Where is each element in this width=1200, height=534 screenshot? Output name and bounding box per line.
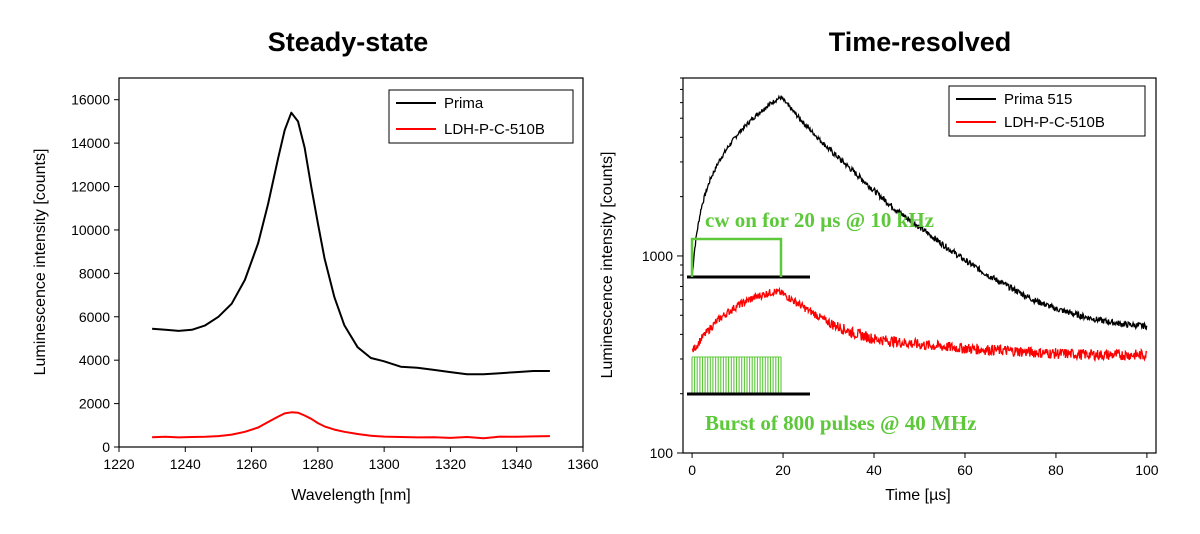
plot-area bbox=[152, 111, 550, 440]
legend: Prima 515 LDH-P-C-510B bbox=[948, 85, 1146, 137]
x-tick-label: 20 bbox=[775, 462, 791, 478]
y-axis-label: Luminescence intensity [counts] bbox=[599, 152, 616, 379]
series-line-ldh bbox=[691, 286, 1148, 363]
y-tick-label: 16000 bbox=[71, 92, 110, 108]
x-tick-label: 1360 bbox=[567, 456, 598, 472]
chart-steady-state: Steady-state 1220 1240 1260 1280 1300 1320 134… bbox=[32, 27, 599, 504]
x-tick-label: 1340 bbox=[501, 456, 532, 472]
x-tick-label: 1320 bbox=[435, 456, 466, 472]
y-tick-label: 0 bbox=[102, 439, 110, 455]
legend-label-ldh: LDH-P-C-510B bbox=[444, 121, 545, 138]
series-line-ldh bbox=[152, 411, 550, 440]
plot-frame bbox=[682, 77, 1157, 454]
series-line-prima-515 bbox=[691, 94, 1148, 331]
x-tick-label: 60 bbox=[957, 462, 973, 478]
y-tick-label: 8000 bbox=[79, 265, 110, 281]
chart-time-resolved: Time-resolved 0 20 40 60 80 100 100 1000 cw on … bbox=[599, 27, 1159, 504]
x-tick-label: 1280 bbox=[302, 456, 333, 472]
y-tick-label: 12000 bbox=[71, 179, 110, 195]
x-tick-label: 80 bbox=[1048, 462, 1064, 478]
chart-title: Steady-state bbox=[268, 27, 429, 57]
y-tick-label: 6000 bbox=[79, 309, 110, 325]
x-tick-label: 100 bbox=[1135, 462, 1159, 478]
legend-box bbox=[948, 85, 1146, 137]
chart-title: Time-resolved bbox=[829, 27, 1012, 57]
legend-label-ldh: LDH-P-C-510B bbox=[1004, 114, 1105, 131]
cw-pulse bbox=[690, 237, 783, 277]
legend-box bbox=[388, 89, 574, 144]
x-tick-label: 1220 bbox=[103, 456, 134, 472]
burst-pulse-scheme bbox=[687, 356, 810, 396]
burst-pulses bbox=[691, 356, 782, 394]
axis-ticks: 0 20 40 60 80 100 100 1000 bbox=[642, 77, 1159, 478]
x-axis-label: Wavelength [nm] bbox=[291, 487, 410, 504]
y-tick-label: 4000 bbox=[79, 352, 110, 368]
x-axis-label: Time [µs] bbox=[885, 487, 951, 504]
y-tick-label: 1000 bbox=[642, 248, 673, 264]
plot-frame bbox=[118, 77, 584, 448]
burst-annotation: Burst of 800 pulses @ 40 MHz bbox=[705, 411, 977, 435]
axis-ticks: 1220 1240 1260 1280 1300 1320 1340 1360 0 2000 400… bbox=[71, 92, 599, 472]
y-tick-label: 2000 bbox=[79, 396, 110, 412]
x-tick-label: 1260 bbox=[236, 456, 267, 472]
x-tick-label: 0 bbox=[688, 462, 696, 478]
cw-pulse-scheme bbox=[687, 237, 810, 279]
y-tick-label: 14000 bbox=[71, 135, 110, 151]
y-tick-label: 100 bbox=[650, 445, 674, 461]
y-axis-label: Luminescence intensity [counts] bbox=[32, 149, 49, 376]
x-tick-label: 40 bbox=[866, 462, 882, 478]
x-tick-label: 1240 bbox=[170, 456, 201, 472]
plot-area bbox=[691, 94, 1148, 363]
y-tick-label: 10000 bbox=[71, 222, 110, 238]
legend: Prima LDH-P-C-510B bbox=[388, 89, 574, 144]
legend-label-prima-515: Prima 515 bbox=[1004, 91, 1072, 108]
series-line-prima bbox=[152, 111, 550, 376]
x-tick-label: 1300 bbox=[369, 456, 400, 472]
legend-label-prima: Prima bbox=[444, 95, 484, 112]
cw-annotation: cw on for 20 µs @ 10 kHz bbox=[705, 208, 934, 232]
